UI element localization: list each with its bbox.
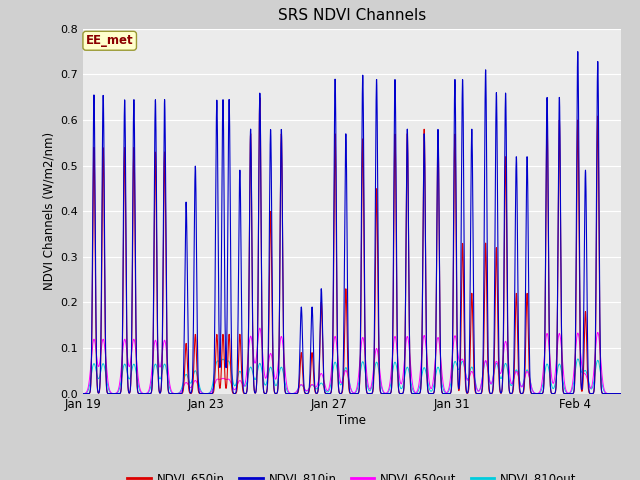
Y-axis label: NDVI Channels (W/m2/nm): NDVI Channels (W/m2/nm)	[42, 132, 55, 290]
Text: EE_met: EE_met	[86, 34, 134, 47]
X-axis label: Time: Time	[337, 414, 367, 427]
Title: SRS NDVI Channels: SRS NDVI Channels	[278, 9, 426, 24]
Legend: NDVI_650in, NDVI_810in, NDVI_650out, NDVI_810out: NDVI_650in, NDVI_810in, NDVI_650out, NDV…	[122, 468, 582, 480]
